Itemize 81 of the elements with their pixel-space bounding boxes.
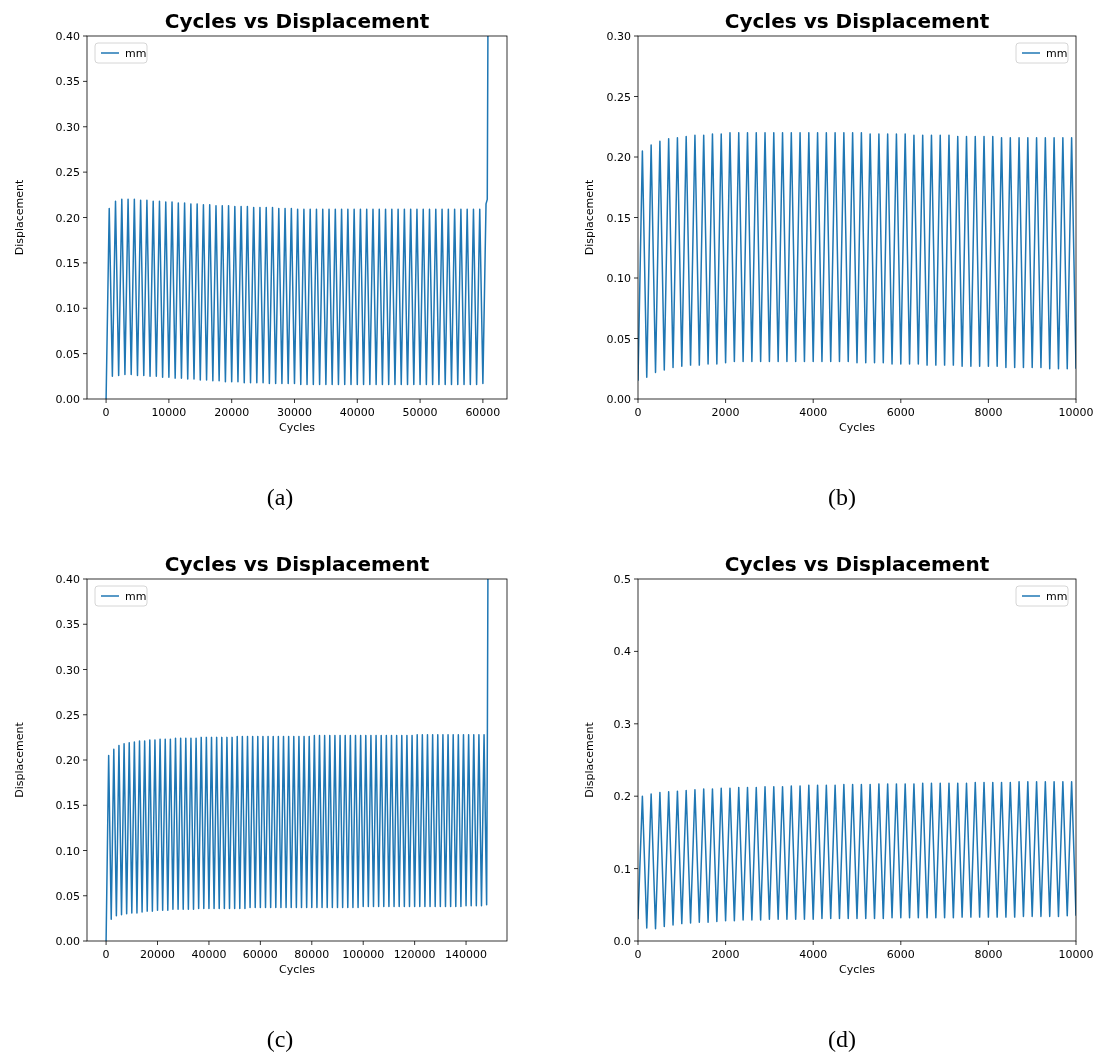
- x-tick-label: 60000: [242, 948, 278, 961]
- chart-title: Cycles vs Displacement: [164, 9, 430, 33]
- x-tick-label: 0: [634, 948, 642, 961]
- y-tick-label: 0.0: [613, 935, 631, 948]
- y-axis-title: Displacement: [583, 721, 596, 798]
- y-tick-label: 0.10: [55, 302, 80, 316]
- x-tick-label: 10000: [1058, 406, 1094, 419]
- chart-title: Cycles vs Displacement: [724, 9, 990, 33]
- y-axis-title: Displacement: [13, 179, 26, 256]
- x-tick-label: 10000: [1058, 948, 1094, 961]
- x-axis-title: Cycles: [839, 421, 876, 434]
- legend-label: mm: [1046, 590, 1068, 603]
- y-tick-label: 0.10: [606, 272, 631, 285]
- line-series: [105, 579, 489, 941]
- x-tick-label: 8000: [974, 406, 1003, 419]
- x-tick-label: 2000: [711, 406, 740, 419]
- line-series: [105, 36, 489, 399]
- x-tick-label: 60000: [465, 406, 501, 419]
- y-tick-label: 0.4: [613, 645, 631, 659]
- x-tick-label: 4000: [799, 406, 828, 419]
- y-tick-label: 0.10: [55, 844, 80, 858]
- legend-label: mm: [125, 47, 147, 60]
- y-axis-title: Displacement: [583, 179, 596, 256]
- x-tick-label: 40000: [191, 948, 227, 961]
- x-tick-label: 30000: [276, 406, 312, 419]
- x-axis-title: Cycles: [839, 963, 876, 976]
- y-axis-title: Displacement: [13, 721, 26, 798]
- y-tick-label: 0.15: [606, 211, 631, 225]
- x-tick-label: 0: [102, 948, 110, 961]
- x-tick-label: 100000: [342, 948, 385, 961]
- x-tick-label: 120000: [393, 948, 436, 961]
- x-axis-title: Cycles: [279, 421, 316, 434]
- y-tick-label: 0.05: [606, 332, 631, 346]
- x-tick-label: 6000: [886, 948, 915, 961]
- x-tick-label: 0: [634, 406, 642, 419]
- x-tick-label: 80000: [294, 948, 330, 961]
- y-tick-label: 0.20: [55, 754, 80, 767]
- y-tick-label: 0.25: [55, 708, 80, 722]
- y-tick-label: 0.20: [55, 211, 80, 225]
- y-tick-label: 0.1: [613, 862, 631, 876]
- y-tick-label: 0.40: [55, 573, 80, 586]
- y-tick-label: 0.30: [55, 663, 80, 677]
- y-tick-label: 0.40: [55, 30, 80, 43]
- x-tick-label: 6000: [886, 406, 915, 419]
- legend-label: mm: [125, 590, 147, 603]
- y-tick-label: 0.00: [55, 935, 80, 948]
- y-tick-label: 0.30: [606, 30, 631, 43]
- y-tick-label: 0.3: [613, 717, 631, 731]
- text: (c): [266, 1026, 294, 1052]
- text: (b): [828, 484, 856, 510]
- x-tick-label: 0: [102, 406, 110, 419]
- y-tick-label: 0.00: [55, 393, 80, 406]
- y-tick-label: 0.00: [606, 393, 631, 406]
- x-tick-label: 20000: [214, 406, 250, 419]
- x-tick-label: 8000: [974, 948, 1003, 961]
- y-tick-label: 0.05: [55, 347, 80, 361]
- line-series: [638, 780, 1076, 930]
- x-tick-label: 140000: [445, 948, 488, 961]
- y-tick-label: 0.2: [613, 790, 631, 804]
- y-tick-label: 0.25: [606, 90, 631, 104]
- x-tick-label: 40000: [339, 406, 375, 419]
- y-tick-label: 0.30: [55, 120, 80, 134]
- x-tick-label: 10000: [151, 406, 187, 419]
- y-tick-label: 0.15: [55, 256, 80, 270]
- legend-label: mm: [1046, 47, 1068, 60]
- x-tick-label: 4000: [799, 948, 828, 961]
- text: (a): [266, 484, 294, 510]
- y-tick-label: 0.5: [613, 573, 631, 586]
- y-tick-label: 0.25: [55, 166, 80, 180]
- y-tick-label: 0.05: [55, 889, 80, 903]
- chart-title: Cycles vs Displacement: [724, 552, 990, 576]
- x-tick-label: 50000: [402, 406, 438, 419]
- y-tick-label: 0.35: [55, 75, 80, 89]
- chart-title: Cycles vs Displacement: [164, 552, 430, 576]
- x-tick-label: 2000: [711, 948, 740, 961]
- y-tick-label: 0.20: [606, 151, 631, 164]
- text: (d): [828, 1026, 856, 1052]
- y-tick-label: 0.35: [55, 618, 80, 632]
- x-axis-title: Cycles: [279, 963, 316, 976]
- x-tick-label: 20000: [140, 948, 176, 961]
- y-tick-label: 0.15: [55, 799, 80, 813]
